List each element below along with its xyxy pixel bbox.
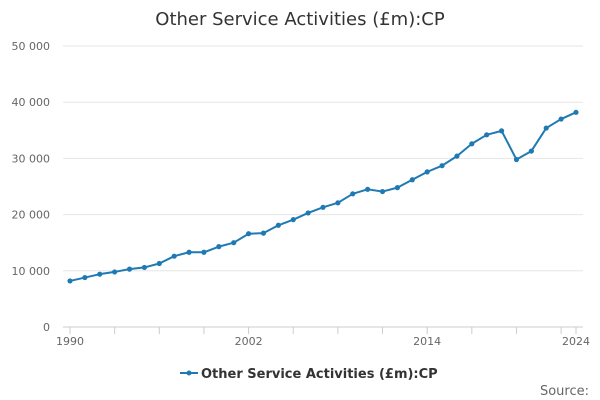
- data-point[interactable]: [231, 240, 237, 246]
- legend-label: Other Service Activities (£m):CP: [201, 367, 438, 382]
- source-label: Source:: [540, 384, 589, 399]
- grid-lines: [63, 45, 583, 272]
- data-point[interactable]: [201, 249, 207, 255]
- y-tick-label: 30 000: [12, 152, 51, 165]
- data-point[interactable]: [320, 204, 326, 210]
- data-point[interactable]: [558, 116, 564, 122]
- data-point[interactable]: [350, 191, 356, 197]
- data-point[interactable]: [379, 188, 386, 195]
- x-axis: 1990 2002 2014 2024: [56, 326, 590, 348]
- data-point[interactable]: [543, 125, 549, 131]
- data-point[interactable]: [484, 132, 490, 138]
- data-point[interactable]: [528, 148, 534, 154]
- data-point[interactable]: [275, 222, 281, 228]
- data-point[interactable]: [513, 156, 520, 163]
- data-point[interactable]: [439, 163, 445, 169]
- data-point[interactable]: [141, 264, 148, 271]
- data-point[interactable]: [409, 177, 415, 183]
- data-point[interactable]: [67, 278, 73, 284]
- data-point[interactable]: [186, 249, 192, 255]
- data-point[interactable]: [454, 153, 460, 159]
- data-point[interactable]: [171, 253, 177, 259]
- y-tick-label: 40 000: [12, 96, 51, 109]
- data-point[interactable]: [245, 231, 252, 237]
- data-point[interactable]: [394, 185, 401, 191]
- data-point[interactable]: [424, 169, 430, 175]
- data-point[interactable]: [156, 260, 162, 267]
- data-point[interactable]: [97, 271, 103, 277]
- chart-title: Other Service Activities (£m):CP: [155, 9, 445, 30]
- data-point[interactable]: [126, 266, 133, 272]
- data-point[interactable]: [573, 109, 579, 115]
- data-point[interactable]: [112, 269, 118, 275]
- y-tick-label: 0: [43, 321, 50, 334]
- x-tick-label: 2002: [235, 335, 263, 348]
- legend[interactable]: Other Service Activities (£m):CP: [180, 367, 438, 382]
- data-point[interactable]: [469, 141, 475, 147]
- x-tick-label: 2014: [413, 335, 441, 348]
- y-tick-label: 50 000: [12, 40, 51, 53]
- x-tick-label: 1990: [56, 335, 84, 348]
- series-layer: [67, 109, 579, 284]
- data-point[interactable]: [290, 217, 296, 223]
- data-point[interactable]: [365, 186, 371, 192]
- data-point[interactable]: [305, 210, 311, 216]
- y-tick-label: 10 000: [12, 265, 51, 278]
- data-point[interactable]: [260, 230, 267, 236]
- data-point[interactable]: [216, 244, 222, 250]
- x-tick-label: 2024: [562, 335, 590, 348]
- y-tick-label: 20 000: [12, 209, 51, 222]
- data-point[interactable]: [335, 200, 341, 206]
- y-axis: 0 10 000 20 000 30 000 40 000 50 000: [12, 40, 51, 334]
- data-point[interactable]: [82, 274, 88, 281]
- data-point[interactable]: [498, 128, 505, 134]
- series-line: [69, 111, 577, 282]
- legend-point-marker: [186, 370, 192, 376]
